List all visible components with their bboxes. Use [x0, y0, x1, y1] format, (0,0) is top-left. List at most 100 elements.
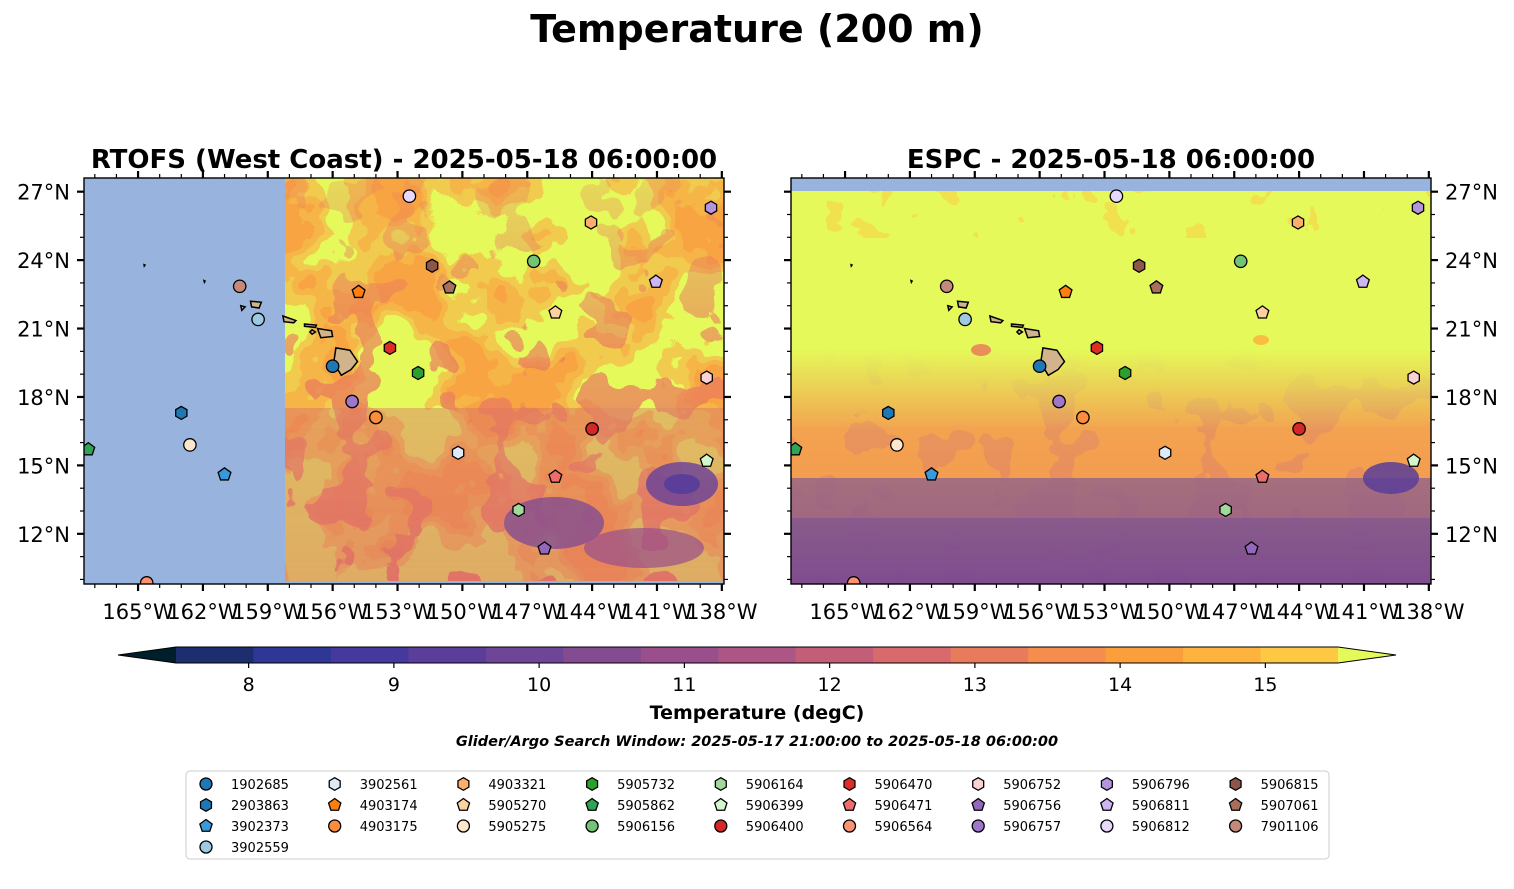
rtofs-float-5906400	[585, 422, 599, 436]
rtofs-float-5905270	[548, 305, 563, 319]
rtofs-ytick-label: 18°N	[17, 386, 70, 410]
espc-float-5905732	[1118, 365, 1132, 381]
rtofs-xtick-label: 141°W	[621, 600, 693, 624]
espc-float-3902373	[924, 466, 939, 481]
legend-label-5906400: 5906400	[746, 820, 804, 835]
rtofs-ytick-label: 21°N	[17, 318, 70, 342]
espc-frame	[790, 177, 1432, 585]
espc-float-5905275	[890, 438, 904, 452]
colorbar-tick-label: 10	[527, 674, 551, 696]
rtofs-float-2903863	[175, 405, 188, 421]
legend-marker-5905270	[456, 797, 471, 811]
rtofs-float-5906399	[699, 453, 714, 467]
rtofs-nodata-strip	[84, 581, 724, 584]
rtofs-ytick-label: 27°N	[17, 181, 70, 205]
espc-panel-title: ESPC - 2025-05-18 06:00:00	[907, 145, 1315, 175]
colorbar-segment	[640, 647, 719, 663]
rtofs-float-5906564	[139, 576, 154, 584]
colorbar-segment	[176, 647, 255, 663]
espc-island-8	[850, 263, 854, 268]
rtofs-island-1	[316, 327, 334, 339]
rtofs-nodata-region	[84, 178, 285, 584]
espc-float-5906156	[1233, 254, 1248, 269]
colorbar-tick-label: 8	[243, 674, 255, 696]
espc-float-markers	[791, 189, 1425, 584]
rtofs-float-3902373	[217, 466, 232, 481]
espc-float-5906815	[1132, 258, 1146, 274]
legend-label-3902373: 3902373	[231, 820, 289, 835]
rtofs-xtick-label: 165°W	[102, 600, 174, 624]
espc-xtick-label: 165°W	[809, 600, 881, 624]
colorbar-extend-high	[1338, 647, 1396, 663]
legend-label-4903321: 4903321	[488, 778, 546, 793]
rtofs-float-5907061	[442, 279, 457, 294]
legend-label-5906815: 5906815	[1261, 778, 1319, 793]
espc-island-1	[1023, 327, 1041, 339]
espc-float-4903321	[1291, 215, 1305, 230]
rtofs-xtick-label: 156°W	[297, 600, 369, 624]
rtofs-float-5905862	[84, 441, 96, 456]
legend-label-5906164: 5906164	[746, 778, 804, 793]
rtofs-float-7901106	[232, 279, 247, 294]
espc-xtick-label: 141°W	[1328, 600, 1400, 624]
colorbar-segment	[1183, 647, 1262, 663]
espc-island-3	[1015, 328, 1024, 336]
espc-island-4	[988, 314, 1005, 324]
rtofs-island-3	[308, 328, 317, 336]
legend-marker-5906470	[843, 776, 856, 792]
rtofs-xtick-label: 162°W	[167, 600, 239, 624]
espc-float-5906811	[1355, 274, 1371, 288]
espc-float-1902685	[1032, 359, 1047, 374]
rtofs-float-5905275	[183, 438, 197, 452]
espc-xtick-label: 156°W	[1004, 600, 1076, 624]
espc-ytick-label: 21°N	[1445, 318, 1498, 342]
rtofs-float-5906796	[704, 200, 718, 215]
rtofs-xtick-label: 144°W	[556, 600, 628, 624]
rtofs-float-markers	[84, 189, 718, 584]
espc-float-5906757	[1052, 394, 1066, 409]
colorbar-label: Temperature (degC)	[650, 702, 865, 724]
legend-label-5906752: 5906752	[1003, 778, 1061, 793]
colorbar-outline	[117, 646, 1397, 664]
legend-marker-5906815	[1229, 776, 1242, 792]
legend-marker-4903321	[457, 776, 470, 792]
espc-float-5906756	[1244, 541, 1259, 555]
espc-island-7	[909, 279, 914, 285]
legend-marker-5906164	[714, 776, 727, 792]
legend-label-5907061: 5907061	[1261, 799, 1319, 814]
espc-axes: 165°W162°W159°W156°W153°W150°W147°W144°W…	[784, 171, 1498, 624]
legend-label-5906564: 5906564	[875, 820, 933, 835]
legend-label-5906470: 5906470	[875, 778, 933, 793]
espc-ytick-label: 24°N	[1445, 249, 1498, 273]
legend-label-3902559: 3902559	[231, 841, 289, 856]
colorbar-segment	[795, 647, 874, 663]
espc-island-5	[956, 300, 970, 309]
espc-cold-region	[791, 518, 1431, 584]
espc-float-5906564	[846, 576, 861, 584]
colorbar-tick-label: 13	[963, 674, 987, 696]
espc-ytick-label: 18°N	[1445, 386, 1498, 410]
legend-label-1902685: 1902685	[231, 778, 289, 793]
colorbar: 8 9 10 11 12 13 14 15	[117, 646, 1397, 696]
rtofs-float-5906756	[537, 541, 552, 555]
legend-label-5906756: 5906756	[1003, 799, 1061, 814]
rtofs-float-4903174	[351, 284, 366, 299]
rtofs-island-4	[281, 314, 298, 324]
colorbar-segment	[718, 647, 797, 663]
colorbar-segment	[950, 647, 1029, 663]
espc-ytick-label: 15°N	[1445, 454, 1498, 478]
legend-marker-4903175	[328, 819, 342, 833]
colorbar-tick-label: 11	[672, 674, 696, 696]
legend-label-5905732: 5905732	[617, 778, 675, 793]
rtofs-float-5906470	[383, 340, 397, 356]
rtofs-xtick-label: 159°W	[232, 600, 304, 624]
espc-ytick-label: 12°N	[1445, 523, 1498, 547]
legend-label-5905275: 5905275	[488, 820, 546, 835]
search-window-note: Glider/Argo Search Window: 2025-05-17 21…	[456, 734, 1058, 750]
legend-marker-5905862	[585, 797, 600, 811]
espc-float-5905862	[791, 441, 803, 456]
espc-xtick-label: 138°W	[1393, 600, 1465, 624]
legend-marker-5906399	[713, 797, 728, 811]
legend-marker-5906471	[842, 797, 857, 811]
rtofs-frame	[83, 177, 725, 585]
